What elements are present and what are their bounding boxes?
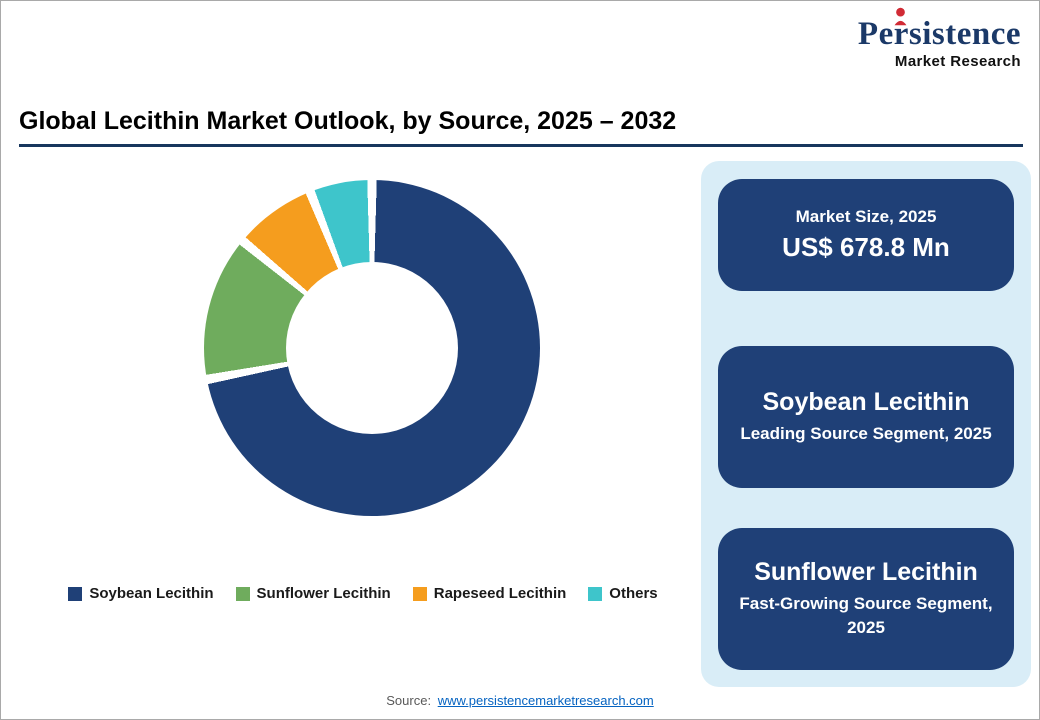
chart-legend: Soybean Lecithin Sunflower Lecithin Rape… [15,585,711,602]
logo-brand-name: Persistence [857,16,1021,52]
legend-swatch-rapeseed [412,586,427,601]
source-label: Source: [386,693,432,708]
legend-label-sunflower: Sunflower Lecithin [256,585,391,602]
market-size-value: US$ 678.8 Mn [782,232,950,262]
leading-segment-name: Soybean Lecithin [762,388,970,417]
leading-segment-caption: Leading Source Segment, 2025 [740,424,992,444]
fast-growing-segment-name: Sunflower Lecithin [754,558,978,587]
fast-growing-segment-card: Sunflower Lecithin Fast-Growing Source S… [718,528,1014,670]
legend-label-soybean: Soybean Lecithin [89,585,214,602]
legend-label-others: Others [609,585,658,602]
pmr-logo-person-icon [892,7,909,26]
legend-item-soybean: Soybean Lecithin [68,585,214,602]
legend-item-others: Others [588,585,658,602]
highlights-panel: Market Size, 2025 US$ 678.8 Mn Soybean L… [701,161,1031,687]
legend-label-rapeseed: Rapeseed Lecithin [433,585,567,602]
donut-chart [204,180,540,516]
donut-hole [286,262,458,434]
fast-growing-segment-caption: Fast-Growing Source Segment, 2025 [739,594,993,637]
market-size-card: Market Size, 2025 US$ 678.8 Mn [718,179,1014,291]
market-size-label: Market Size, 2025 [795,207,937,226]
logo-brand-subtitle: Market Research [894,52,1021,70]
legend-item-rapeseed: Rapeseed Lecithin [412,585,567,602]
legend-swatch-sunflower [235,586,250,601]
leading-segment-card: Soybean Lecithin Leading Source Segment,… [718,346,1014,488]
legend-swatch-others [588,586,603,601]
title-underline [19,144,1023,147]
source-link[interactable]: www.persistencemarketresearch.com [437,693,654,708]
legend-swatch-soybean [68,586,83,601]
source-line: Source: www.persistencemarketresearch.co… [1,693,1039,708]
page-title: Global Lecithin Market Outlook, by Sourc… [19,107,677,135]
legend-item-sunflower: Sunflower Lecithin [235,585,391,602]
pmr-logo: Persistence Market Research [857,7,1021,70]
